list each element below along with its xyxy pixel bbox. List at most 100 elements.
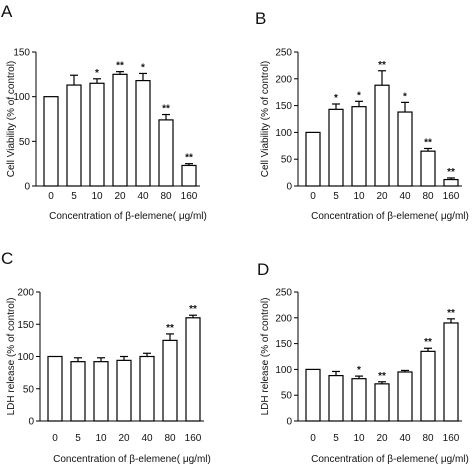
x-axis-title: Concentration of β-elemene( μg/ml) <box>311 454 469 465</box>
x-tick-label: 160 <box>185 433 202 444</box>
panel-letter: C <box>1 249 13 268</box>
bar <box>374 84 390 187</box>
y-tick-label: 100 <box>275 128 292 139</box>
x-axis-title: Concentration of β-elemene( μg/ml) <box>311 211 469 222</box>
bar <box>351 378 367 422</box>
bar <box>420 350 436 422</box>
significance-mark: ** <box>424 137 432 148</box>
significance-mark: * <box>403 91 407 102</box>
y-tick-label: 50 <box>281 391 293 402</box>
x-tick-label: 5 <box>71 191 77 202</box>
significance-mark: ** <box>378 60 386 71</box>
bar <box>305 368 321 422</box>
y-tick-label: 0 <box>28 417 34 428</box>
x-tick-label: 80 <box>422 433 434 444</box>
bar <box>328 108 344 187</box>
significance-mark: * <box>357 365 361 376</box>
bar <box>70 361 86 422</box>
x-tick-label: 5 <box>75 433 81 444</box>
y-tick-label: 150 <box>17 320 34 331</box>
y-tick-label: 100 <box>275 365 292 376</box>
x-tick-label: 20 <box>118 433 130 444</box>
bar <box>305 131 321 187</box>
significance-mark: ** <box>447 308 455 319</box>
panel-letter: D <box>257 260 269 279</box>
bar <box>397 371 413 422</box>
y-tick-label: 0 <box>286 182 292 193</box>
x-tick-label: 80 <box>422 191 434 202</box>
bar <box>139 355 155 422</box>
y-axis-title: Cell Viability (% of control) <box>260 61 271 178</box>
x-tick-label: 10 <box>95 433 107 444</box>
x-tick-label: 160 <box>443 433 460 444</box>
y-tick-label: 50 <box>19 137 31 148</box>
x-tick-label: 10 <box>353 191 365 202</box>
bar <box>158 119 174 187</box>
bar <box>135 79 151 187</box>
x-tick-label: 80 <box>164 433 176 444</box>
bar <box>47 355 63 422</box>
x-tick-label: 0 <box>310 433 316 444</box>
bar <box>351 106 367 187</box>
bar <box>328 374 344 422</box>
x-tick-label: 160 <box>181 191 198 202</box>
y-tick-label: 150 <box>275 339 292 350</box>
significance-mark: ** <box>162 104 170 115</box>
y-tick-label: 50 <box>281 155 293 166</box>
x-tick-label: 10 <box>91 191 103 202</box>
bar <box>181 164 197 187</box>
x-tick-label: 40 <box>137 191 149 202</box>
y-tick-label: 200 <box>17 288 34 299</box>
bar <box>93 361 109 422</box>
x-tick-label: 5 <box>333 433 339 444</box>
panel-letter: A <box>1 2 13 21</box>
x-axis-title: Concentration of β-elemene( μg/ml) <box>53 454 211 465</box>
bar <box>116 359 132 422</box>
x-tick-label: 0 <box>310 191 316 202</box>
y-axis-title: LDH release (% of control) <box>260 298 271 416</box>
y-tick-label: 250 <box>275 288 292 299</box>
bar <box>66 84 82 187</box>
y-tick-label: 200 <box>275 74 292 85</box>
y-tick-label: 100 <box>17 352 34 363</box>
significance-mark: ** <box>378 371 386 382</box>
significance-mark: ** <box>116 61 124 72</box>
bar <box>185 317 201 422</box>
y-tick-label: 50 <box>23 384 35 395</box>
x-tick-label: 20 <box>376 433 388 444</box>
significance-mark: * <box>357 90 361 101</box>
significance-mark: * <box>95 68 99 79</box>
significance-mark: ** <box>447 167 455 178</box>
x-tick-label: 160 <box>443 191 460 202</box>
panel-letter: B <box>255 9 266 28</box>
bar <box>443 178 459 187</box>
significance-mark: ** <box>189 304 197 315</box>
y-tick-label: 150 <box>13 48 30 59</box>
y-tick-label: 100 <box>13 92 30 103</box>
significance-mark: * <box>141 62 145 73</box>
x-tick-label: 0 <box>52 433 58 444</box>
significance-mark: ** <box>185 153 193 164</box>
significance-mark: * <box>334 93 338 104</box>
bar <box>374 383 390 422</box>
bar <box>162 339 178 422</box>
significance-mark: ** <box>166 323 174 334</box>
y-axis-title: LDH release (% of control) <box>6 298 17 416</box>
y-tick-label: 200 <box>275 313 292 324</box>
x-tick-label: 20 <box>376 191 388 202</box>
x-tick-label: 80 <box>160 191 172 202</box>
bar <box>420 150 436 187</box>
bar <box>43 96 59 187</box>
y-tick-label: 0 <box>286 417 292 428</box>
y-tick-label: 150 <box>275 101 292 112</box>
x-tick-label: 40 <box>141 433 153 444</box>
panel-c: C 0 50 100 150 200 0 5 10 20 40 ** 80 ** 160 Concentrat… <box>1 249 211 465</box>
x-axis-title: Concentration of β-elemene( μg/ml) <box>49 211 207 222</box>
x-tick-label: 10 <box>353 433 365 444</box>
bar <box>443 322 459 422</box>
x-tick-label: 0 <box>48 191 54 202</box>
x-tick-label: 40 <box>399 433 411 444</box>
x-tick-label: 5 <box>333 191 339 202</box>
y-axis-title: Cell Viability (% of control) <box>6 61 17 178</box>
